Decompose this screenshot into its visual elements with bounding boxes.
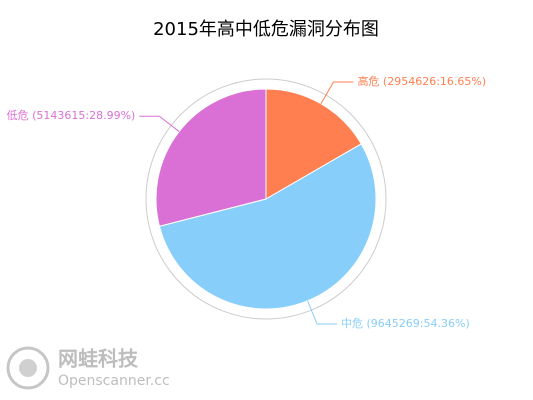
watermark-logo-core — [19, 359, 37, 377]
chart-title: 2015年高中低危漏洞分布图 — [153, 19, 379, 40]
pie-slice — [158, 143, 377, 310]
watermark-name: 网蛙科技 — [58, 347, 139, 371]
slice-label: 低危 (5143615:28.99%) — [7, 109, 136, 122]
leader-line — [320, 81, 354, 104]
watermark-logo — [6, 346, 50, 390]
watermark: 网蛙科技 Openscanner.cc — [6, 346, 170, 390]
slice-label: 高危 (2954626:16.65%) — [357, 74, 486, 88]
watermark-site: Openscanner.cc — [58, 373, 170, 389]
pie-ring — [145, 78, 387, 320]
leader-line — [307, 300, 338, 325]
leader-line — [139, 115, 180, 132]
slice-label: 中危 (9645269:54.36%) — [341, 317, 470, 330]
pie-slice — [155, 88, 267, 227]
